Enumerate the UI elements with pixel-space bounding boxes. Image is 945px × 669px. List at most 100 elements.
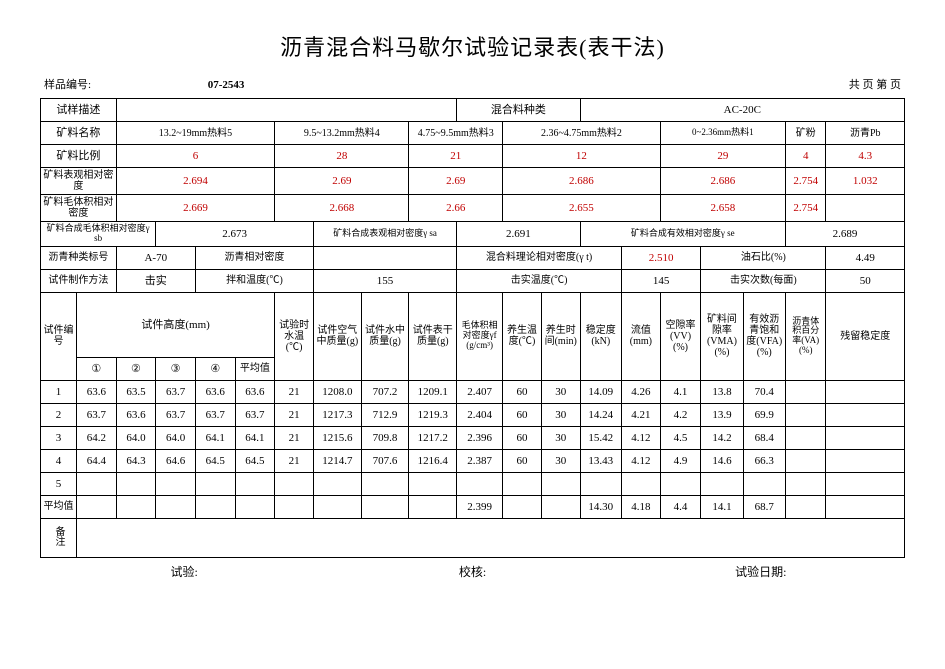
cell: 64.3 [116,449,156,472]
compact-temp: 145 [622,269,701,292]
checked-label: 校核: [328,558,616,582]
col-vma: 矿料间隙率(VMA)(%) [701,292,743,380]
cell: 4.21 [622,403,661,426]
cell: 4.9 [660,449,701,472]
cell: 30 [541,426,580,449]
cell [541,472,580,495]
cell: 1217.2 [409,426,457,449]
cell: 63.7 [195,403,235,426]
agg-name-2: 4.75~9.5mm热料3 [409,122,503,145]
cell: 63.5 [116,380,156,403]
cell [785,426,826,449]
cell [409,495,457,518]
bulk-sg-3: 2.686 [503,168,661,195]
col-den: 毛体积相对密度γf (g/cm³) [457,292,503,380]
make-method: 击实 [116,269,195,292]
cell: 1219.3 [409,403,457,426]
agg-name-0: 13.2~19mm热料5 [116,122,275,145]
cell: 1 [41,380,77,403]
table-row: 2 63.7 63.6 63.7 63.7 63.7 21 1217.3 712… [41,403,905,426]
cell: 1209.1 [409,380,457,403]
cell: 70.4 [743,380,785,403]
agg-ratio-3: 12 [503,145,661,168]
cell: 63.6 [77,380,117,403]
col-st: 稳定度(kN) [580,292,621,380]
cell [622,472,661,495]
table-row: 5 [41,472,905,495]
cell [826,495,905,518]
cell [785,472,826,495]
cell [313,495,361,518]
aggname-label: 矿料名称 [41,122,117,145]
cell [503,472,542,495]
cell: 30 [541,403,580,426]
cell: 64.5 [195,449,235,472]
cell: 1214.7 [313,449,361,472]
bulk-sg-1: 2.69 [275,168,409,195]
cell [826,472,905,495]
cell: 709.8 [361,426,409,449]
cell [116,495,156,518]
remark-value [77,518,905,557]
avg-row: 平均值 2.399 14.30 4.18 4.4 14.1 68.7 [41,495,905,518]
cell [826,449,905,472]
cell: 21 [275,403,314,426]
cell: 2.396 [457,426,503,449]
col-spech: 试件高度(mm) [77,292,275,357]
cell: 14.09 [580,380,621,403]
bulk-sg-4: 2.686 [660,168,785,195]
cell [77,495,117,518]
cell: 2.407 [457,380,503,403]
agg-name-4: 0~2.36mm热料1 [660,122,785,145]
col-specno: 试件编号 [41,292,77,380]
aggratio-label: 矿料比例 [41,145,117,168]
cell: 69.9 [743,403,785,426]
col-havg: 平均值 [235,357,275,380]
col-air: 试件空气中质量(g) [313,292,361,380]
cell [361,495,409,518]
table-row: 1 63.6 63.5 63.7 63.6 63.6 21 1208.0 707… [41,380,905,403]
cell: 63.7 [77,403,117,426]
footer-row: 试验: 校核: 试验日期: [40,558,905,582]
make-method-label: 试件制作方法 [41,269,117,292]
mixtype-value: AC-20C [580,99,904,122]
cell: 60 [503,426,542,449]
cell: 2.387 [457,449,503,472]
col-cm: 养生时间(min) [541,292,580,380]
cell [660,472,701,495]
cell [235,495,275,518]
cell [457,472,503,495]
cell: 4.2 [660,403,701,426]
cell [785,380,826,403]
cell [275,472,314,495]
cell: 66.3 [743,449,785,472]
cell: 63.6 [235,380,275,403]
desc-label: 试样描述 [41,99,117,122]
cell [785,449,826,472]
col-va: 沥青体积百分率(VA)(%) [785,292,826,380]
cell [116,472,156,495]
cell: 13.43 [580,449,621,472]
agg-name-3: 2.36~4.75mm热料2 [503,122,661,145]
cell: 30 [541,380,580,403]
page-title: 沥青混合料马歇尔试验记录表(表干法) [40,30,905,62]
syn-gross: 2.673 [156,222,314,247]
cell: 3 [41,426,77,449]
cell: 5 [41,472,77,495]
cell [826,403,905,426]
cell: 2.404 [457,403,503,426]
gross-sg-5: 2.754 [785,195,826,222]
cell [235,472,275,495]
cell: 4.12 [622,426,661,449]
col-h3: ③ [156,357,196,380]
syn-bulk: 2.691 [457,222,580,247]
cell: 1208.0 [313,380,361,403]
cell: 68.4 [743,426,785,449]
cell [361,472,409,495]
table-row: 3 64.2 64.0 64.0 64.1 64.1 21 1215.6 709… [41,426,905,449]
cell: 4.5 [660,426,701,449]
page-label: 共 页 第 页 [707,76,905,98]
cell [785,403,826,426]
bulk-sg-5: 2.754 [785,168,826,195]
remark-label: 备注 [41,518,77,557]
